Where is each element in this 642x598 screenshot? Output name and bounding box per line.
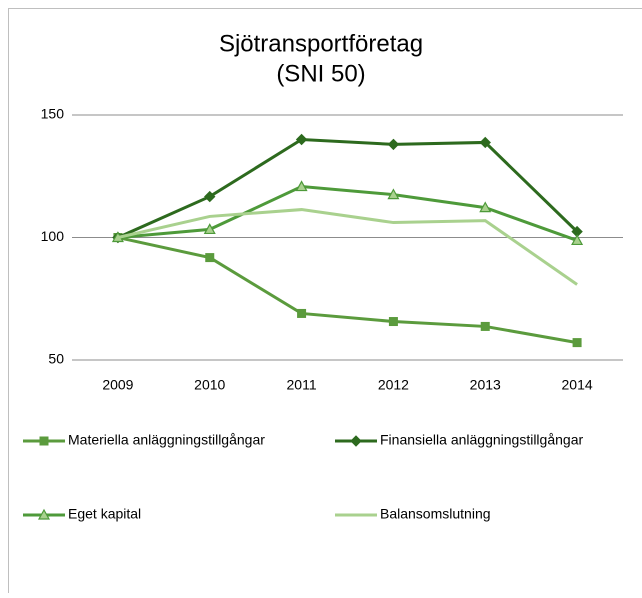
y-tick-label: 100: [41, 228, 65, 244]
x-tick-label: 2012: [378, 377, 409, 393]
marker: [40, 437, 48, 445]
legend-label: Materiella anläggningstillgångar: [68, 432, 265, 448]
x-tick-label: 2010: [194, 377, 225, 393]
x-tick-label: 2011: [287, 377, 317, 393]
y-tick-label: 50: [48, 351, 64, 367]
marker: [389, 318, 397, 326]
chart-subtitle: (SNI 50): [276, 60, 365, 87]
legend-label: Balansomslutning: [380, 506, 491, 522]
x-tick-label: 2014: [562, 377, 593, 393]
legend-label: Eget kapital: [68, 506, 141, 522]
x-tick-label: 2013: [470, 377, 501, 393]
marker: [481, 322, 489, 330]
x-tick-label: 2009: [102, 377, 133, 393]
marker: [206, 254, 214, 262]
marker: [298, 309, 306, 317]
legend-label: Finansiella anläggningstillgångar: [380, 432, 583, 448]
marker: [573, 339, 581, 347]
chart-title: Sjötransportföretag: [219, 30, 423, 57]
y-tick-label: 150: [41, 106, 65, 122]
